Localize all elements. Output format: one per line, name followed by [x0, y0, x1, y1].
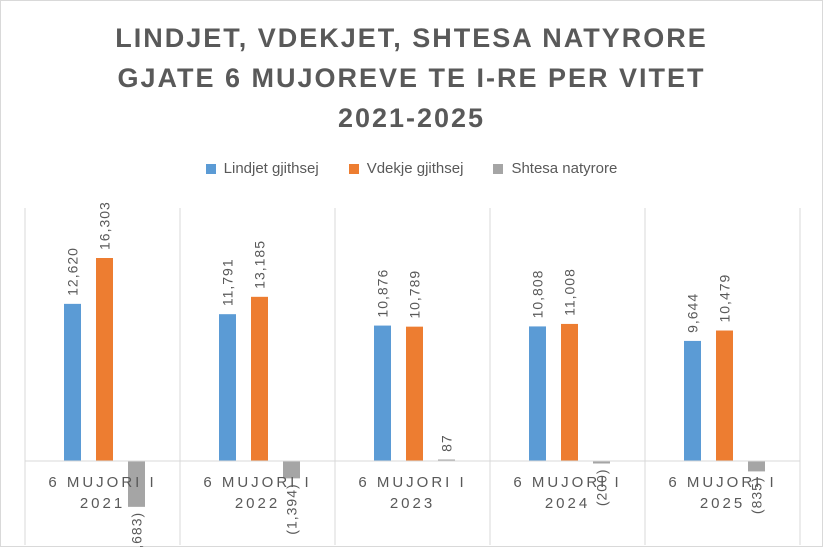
- category-label-4-line-1: 6 MUJORI I: [513, 474, 621, 491]
- bar-1-2: [219, 314, 236, 461]
- chart-title-line-1: LINDJET, VDEKJET, SHTESA NATYRORE: [115, 23, 708, 53]
- data-label-3-4: (200): [594, 468, 610, 506]
- bar-3-5: [748, 461, 765, 472]
- bar-1-1: [64, 303, 81, 461]
- data-label-2-5: 10,479: [717, 274, 733, 323]
- bar-2-2: [251, 296, 268, 461]
- bar-3-2: [283, 461, 300, 479]
- legend-label-shtesa: Shtesa natyrore: [511, 160, 618, 177]
- category-label-3-line-1: 6 MUJORI I: [358, 474, 466, 491]
- bar-3-4: [593, 461, 610, 464]
- data-label-2-2: 13,185: [252, 240, 268, 289]
- data-label-1-4: 10,808: [530, 270, 546, 319]
- data-label-1-3: 10,876: [375, 269, 391, 318]
- data-label-1-1: 12,620: [65, 247, 81, 296]
- data-label-2-1: 16,303: [97, 201, 113, 250]
- data-label-2-3: 10,789: [407, 270, 423, 319]
- chart-legend: Lindjet gjithsej Vdekje gjithsej Shtesa …: [0, 160, 823, 177]
- chart-title: LINDJET, VDEKJET, SHTESA NATYRORE GJATE …: [0, 18, 823, 138]
- bar-1-5: [684, 340, 701, 461]
- legend-swatch-vdekje: [348, 163, 359, 174]
- legend-swatch-lindjet: [205, 163, 216, 174]
- category-label-2-line-1: 6 MUJORI I: [203, 474, 311, 491]
- category-label-3-line-2: 2023: [390, 495, 435, 512]
- legend-label-lindjet: Lindjet gjithsej: [223, 160, 319, 177]
- data-label-3-3: 87: [439, 434, 455, 452]
- bar-3-1: [128, 461, 145, 507]
- category-label-5-line-2: 2025: [700, 495, 745, 512]
- bar-1-4: [529, 326, 546, 461]
- chart-title-line-3: 2021-2025: [337, 103, 486, 133]
- category-label-1-line-2: 2021: [80, 495, 125, 512]
- category-label-1-line-1: 6 MUJORI I: [48, 474, 156, 491]
- legend-label-vdekje: Vdekje gjithsej: [366, 160, 464, 177]
- bar-1-3: [374, 325, 391, 461]
- data-label-3-5: (835): [749, 476, 765, 514]
- legend-swatch-shtesa: [493, 163, 504, 174]
- data-label-1-2: 11,791: [220, 258, 236, 306]
- category-label-5-line-1: 6 MUJORI I: [668, 474, 776, 491]
- legend-item-lindjet: Lindjet gjithsej: [205, 160, 319, 177]
- data-label-1-5: 9,644: [685, 293, 701, 333]
- data-label-3-2: (1,394): [284, 483, 300, 534]
- data-label-2-4: 11,008: [562, 268, 578, 316]
- bar-2-1: [96, 258, 113, 461]
- data-label-3-1: (3,683): [129, 512, 145, 547]
- legend-item-vdekje: Vdekje gjithsej: [348, 160, 464, 177]
- bar-2-3: [406, 326, 423, 461]
- bar-3-3: [438, 459, 455, 461]
- category-label-2-line-2: 2022: [235, 495, 280, 512]
- bar-2-4: [561, 323, 578, 461]
- bar-2-5: [716, 330, 733, 461]
- legend-item-shtesa: Shtesa natyrore: [493, 160, 617, 177]
- category-label-4-line-2: 2024: [545, 495, 590, 512]
- chart-title-line-2: GJATE 6 MUJOREVE TE I-RE PER VITET: [117, 63, 706, 93]
